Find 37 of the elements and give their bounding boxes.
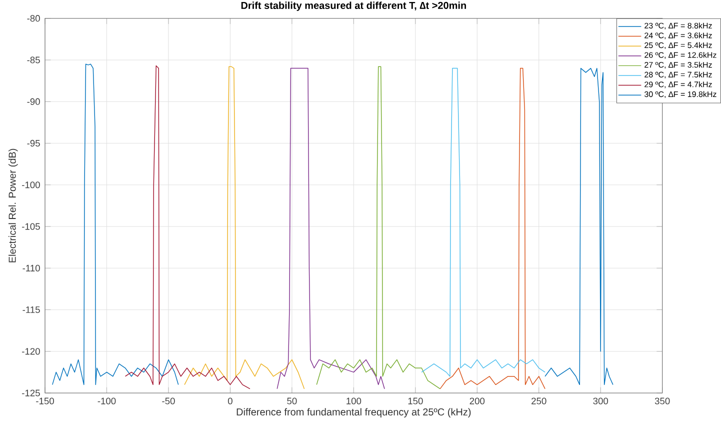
legend-label: 27 ºC, ∆F = 3.5kHz [644, 62, 712, 69]
chart-title: Drift stability measured at different T, ∆t >20min [241, 2, 466, 11]
y-tick-label: -125 [22, 390, 40, 396]
x-tick-label: 200 [470, 398, 485, 404]
legend-label: 26 ºC, ∆F = 12.6kHz [644, 52, 716, 59]
x-tick-label: 350 [654, 398, 670, 404]
x-axis-title: Difference from fundamental frequency at 25ºC (kHz) [236, 408, 471, 418]
y-tick-label: -95 [27, 140, 40, 147]
y-tick-label: -85 [27, 56, 40, 64]
x-tick-label: -50 [162, 398, 175, 404]
legend-label: 25 ºC, ∆F = 5.4kHz [644, 42, 712, 50]
x-tick-label: -100 [98, 398, 116, 404]
y-tick-label: -80 [27, 15, 40, 22]
line-series [52, 64, 179, 386]
y-tick-label: -115 [22, 306, 40, 313]
legend-label: 29 ºC, ∆F = 4.7kHz [644, 81, 712, 88]
x-tick-label: 50 [287, 398, 297, 404]
line-series [316, 66, 440, 390]
x-tick-label: 150 [408, 398, 423, 404]
line-series [124, 65, 250, 390]
x-tick-label: 250 [532, 398, 546, 404]
legend-label: 28 ºC, ∆F = 7.5kHz [644, 72, 712, 78]
legend-label: 30 ºC, ∆F = 19.8kHz [644, 91, 716, 98]
x-tick-label: 300 [593, 398, 608, 404]
y-tick-label: -105 [22, 223, 40, 230]
line-series [544, 68, 614, 386]
y-tick-label: -120 [22, 348, 40, 355]
legend-label: 24 ºC, ∆F = 3.6kHz [644, 32, 712, 40]
y-tick-label: -110 [22, 264, 40, 272]
x-tick-label: 0 [228, 398, 232, 404]
y-axis-title: Electrical Rel. Power (dB) [8, 148, 18, 262]
x-tick-label: -150 [36, 398, 54, 404]
line-series [184, 66, 305, 390]
y-tick-label: -100 [22, 182, 40, 188]
x-tick-label: 100 [346, 398, 362, 404]
legend-label: 23 ºC, ∆F = 8.8kHz [644, 22, 712, 30]
y-tick-label: -90 [27, 98, 40, 105]
